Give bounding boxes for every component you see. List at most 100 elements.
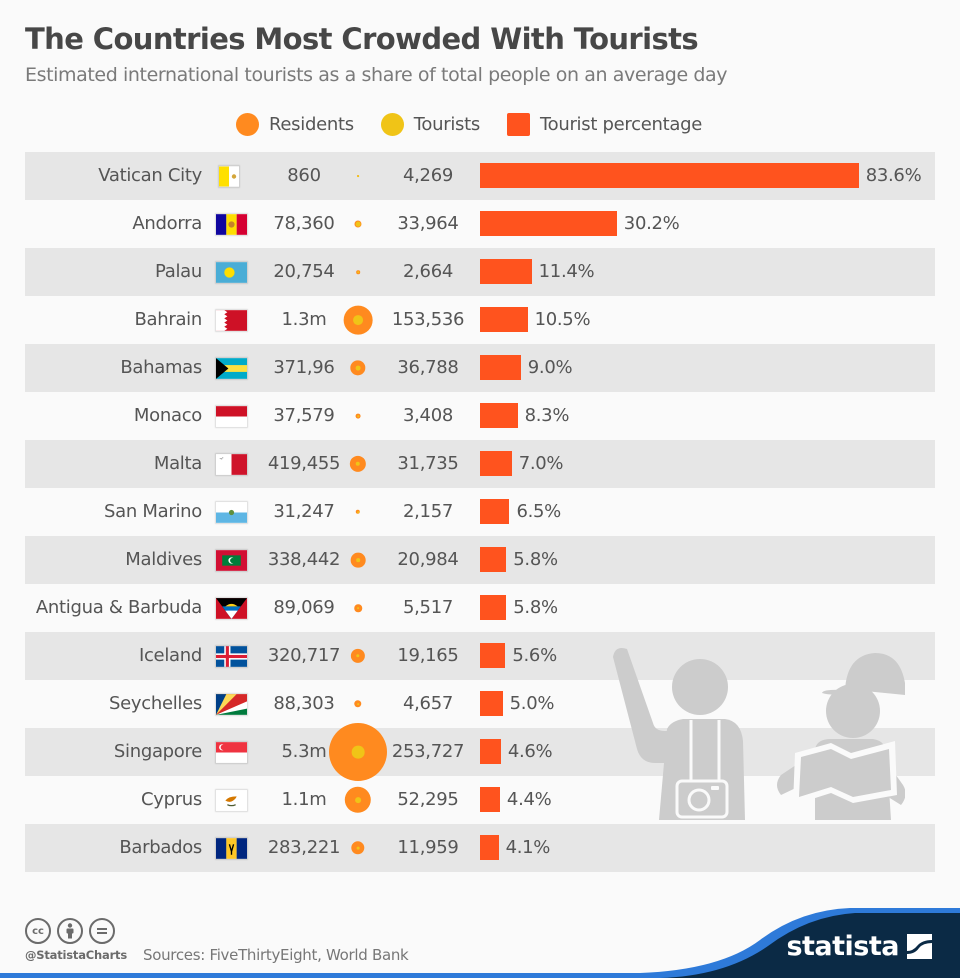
country-name: Vatican City — [98, 165, 202, 186]
tourist-percentage-label: 10.5% — [534, 309, 591, 330]
vatican-flag-icon — [219, 166, 239, 187]
tourists-bubble — [355, 221, 361, 227]
tourist-percentage-bar — [480, 643, 506, 668]
country-name: San Marino — [104, 501, 202, 522]
tourist-percentage-bar — [480, 355, 521, 380]
bahamas-flag-icon — [216, 358, 247, 379]
tourist-percentage-label: 5.8% — [513, 549, 558, 570]
country-name: Andorra — [132, 213, 202, 234]
tourists-value: 3,408 — [402, 405, 454, 426]
tourists-bubble — [357, 271, 359, 273]
maldives-flag-icon — [216, 550, 247, 571]
tourists-bubble — [355, 797, 361, 803]
tourist-percentage-label: 4.6% — [507, 741, 553, 762]
brand-banner — [0, 908, 960, 978]
legend-item-tourists: Tourists — [380, 112, 480, 136]
tourists-value: 20,984 — [397, 549, 459, 570]
tourists-value: 153,536 — [391, 309, 465, 330]
seychelles-flag-icon — [216, 694, 247, 715]
country-name: Bahamas — [120, 357, 202, 378]
tourist-percentage-label: 4.1% — [505, 837, 551, 858]
table-row: Antigua & Barbuda 89,069 5,517 5.8% — [25, 584, 935, 632]
table-row: Vatican City 860 4,269 83.6% — [25, 152, 935, 200]
tourist-percentage-bar — [480, 259, 532, 284]
tourist-percentage-bar — [480, 211, 617, 236]
country-name: Seychelles — [109, 693, 202, 714]
tourist-percentage-bar — [480, 403, 518, 428]
tourist-percentage-label: 83.6% — [865, 165, 922, 186]
tourists-circle-icon — [380, 112, 404, 136]
sanmarino-flag-icon — [216, 502, 247, 523]
tourist-percentage-label: 7.0% — [518, 453, 564, 474]
percentage-square-icon — [506, 112, 530, 136]
tourist-percentage-bar — [480, 787, 500, 812]
table-row: Cyprus 1.1m 52,295 4.4% — [25, 776, 935, 824]
table-row: Bahamas 371,96 36,788 9.0% — [25, 344, 935, 392]
table-row: Iceland 320,717 19,165 5.6% — [25, 632, 935, 680]
residents-value: 1.1m — [281, 789, 327, 810]
tourists-value: 52,295 — [397, 789, 459, 810]
tourists-bubble — [357, 175, 359, 177]
residents-value: 89,069 — [273, 597, 335, 618]
tourists-value: 4,269 — [402, 165, 454, 186]
tourists-value: 253,727 — [391, 741, 465, 762]
bahrain-flag-icon — [216, 310, 247, 331]
country-name: Palau — [154, 261, 202, 282]
tourist-percentage-bar — [480, 163, 859, 188]
tourist-percentage-bar — [480, 499, 510, 524]
tourists-bubble — [355, 461, 361, 467]
table-row: Singapore 5.3m 253,727 4.6% — [25, 723, 935, 781]
barbados-flag-icon — [216, 838, 247, 859]
statista-logo: statista — [786, 931, 932, 962]
residents-value: 37,579 — [273, 405, 335, 426]
license-icons: cc — [25, 918, 121, 944]
country-name: Iceland — [138, 645, 202, 666]
residents-value: 371,96 — [273, 357, 335, 378]
residents-circle-icon — [236, 112, 259, 136]
tourist-percentage-label: 5.6% — [512, 645, 557, 666]
tourist-percentage-bar — [480, 451, 512, 476]
chart-subtitle: Estimated international tourists as a sh… — [25, 64, 728, 86]
tourists-value: 31,735 — [397, 453, 459, 474]
residents-value: 88,303 — [273, 693, 335, 714]
residents-value: 338,442 — [267, 549, 341, 570]
residents-value: 5.3m — [281, 741, 327, 762]
monaco-flag-icon — [216, 406, 247, 427]
tourists-value: 4,657 — [402, 693, 454, 714]
tourist-percentage-label: 6.5% — [516, 501, 561, 522]
tourists-bubble — [355, 365, 361, 371]
tourists-bubble — [357, 415, 359, 417]
residents-value: 31,247 — [273, 501, 335, 522]
tourists-bubble — [351, 745, 365, 759]
data-table: Vatican City 860 4,269 83.6% Andorra 78,360 33… — [25, 152, 935, 872]
legend-item-residents: Residents — [236, 112, 354, 136]
residents-value: 20,754 — [273, 261, 335, 282]
tourist-percentage-bar — [480, 307, 528, 332]
residents-value: 283,221 — [267, 837, 341, 858]
tourists-bubble — [357, 607, 359, 609]
legend: Residents Tourists Tourist percentage — [236, 111, 729, 137]
table-row: Andorra 78,360 33,964 30.2% — [25, 200, 935, 248]
country-name: Malta — [153, 453, 202, 474]
legend-label: Tourists — [413, 113, 480, 135]
andorra-flag-icon — [216, 214, 247, 235]
residents-value: 320,717 — [267, 645, 341, 666]
residents-value: 1.3m — [281, 309, 327, 330]
tourist-percentage-label: 8.3% — [524, 405, 570, 426]
tourists-bubble — [357, 511, 359, 513]
tourists-value: 5,517 — [402, 597, 454, 618]
malta-flag-icon — [216, 454, 247, 475]
table-row: Barbados 283,221 11,959 4.1% — [25, 824, 935, 872]
tourist-percentage-bar — [480, 595, 507, 620]
antigua-flag-icon — [216, 598, 247, 619]
creative-commons-icon: cc — [25, 918, 51, 944]
country-name: Cyprus — [140, 789, 202, 810]
tourist-percentage-label: 11.4% — [538, 261, 595, 282]
palau-flag-icon — [216, 262, 247, 283]
tourist-percentage-label: 9.0% — [527, 357, 573, 378]
tourist-percentage-label: 5.0% — [509, 693, 555, 714]
table-row: Maldives 338,442 20,984 5.8% — [25, 536, 935, 584]
tourists-value: 36,788 — [397, 357, 459, 378]
tourists-bubble — [356, 558, 360, 562]
table-row: Malta 419,455 31,735 7.0% — [25, 440, 935, 488]
